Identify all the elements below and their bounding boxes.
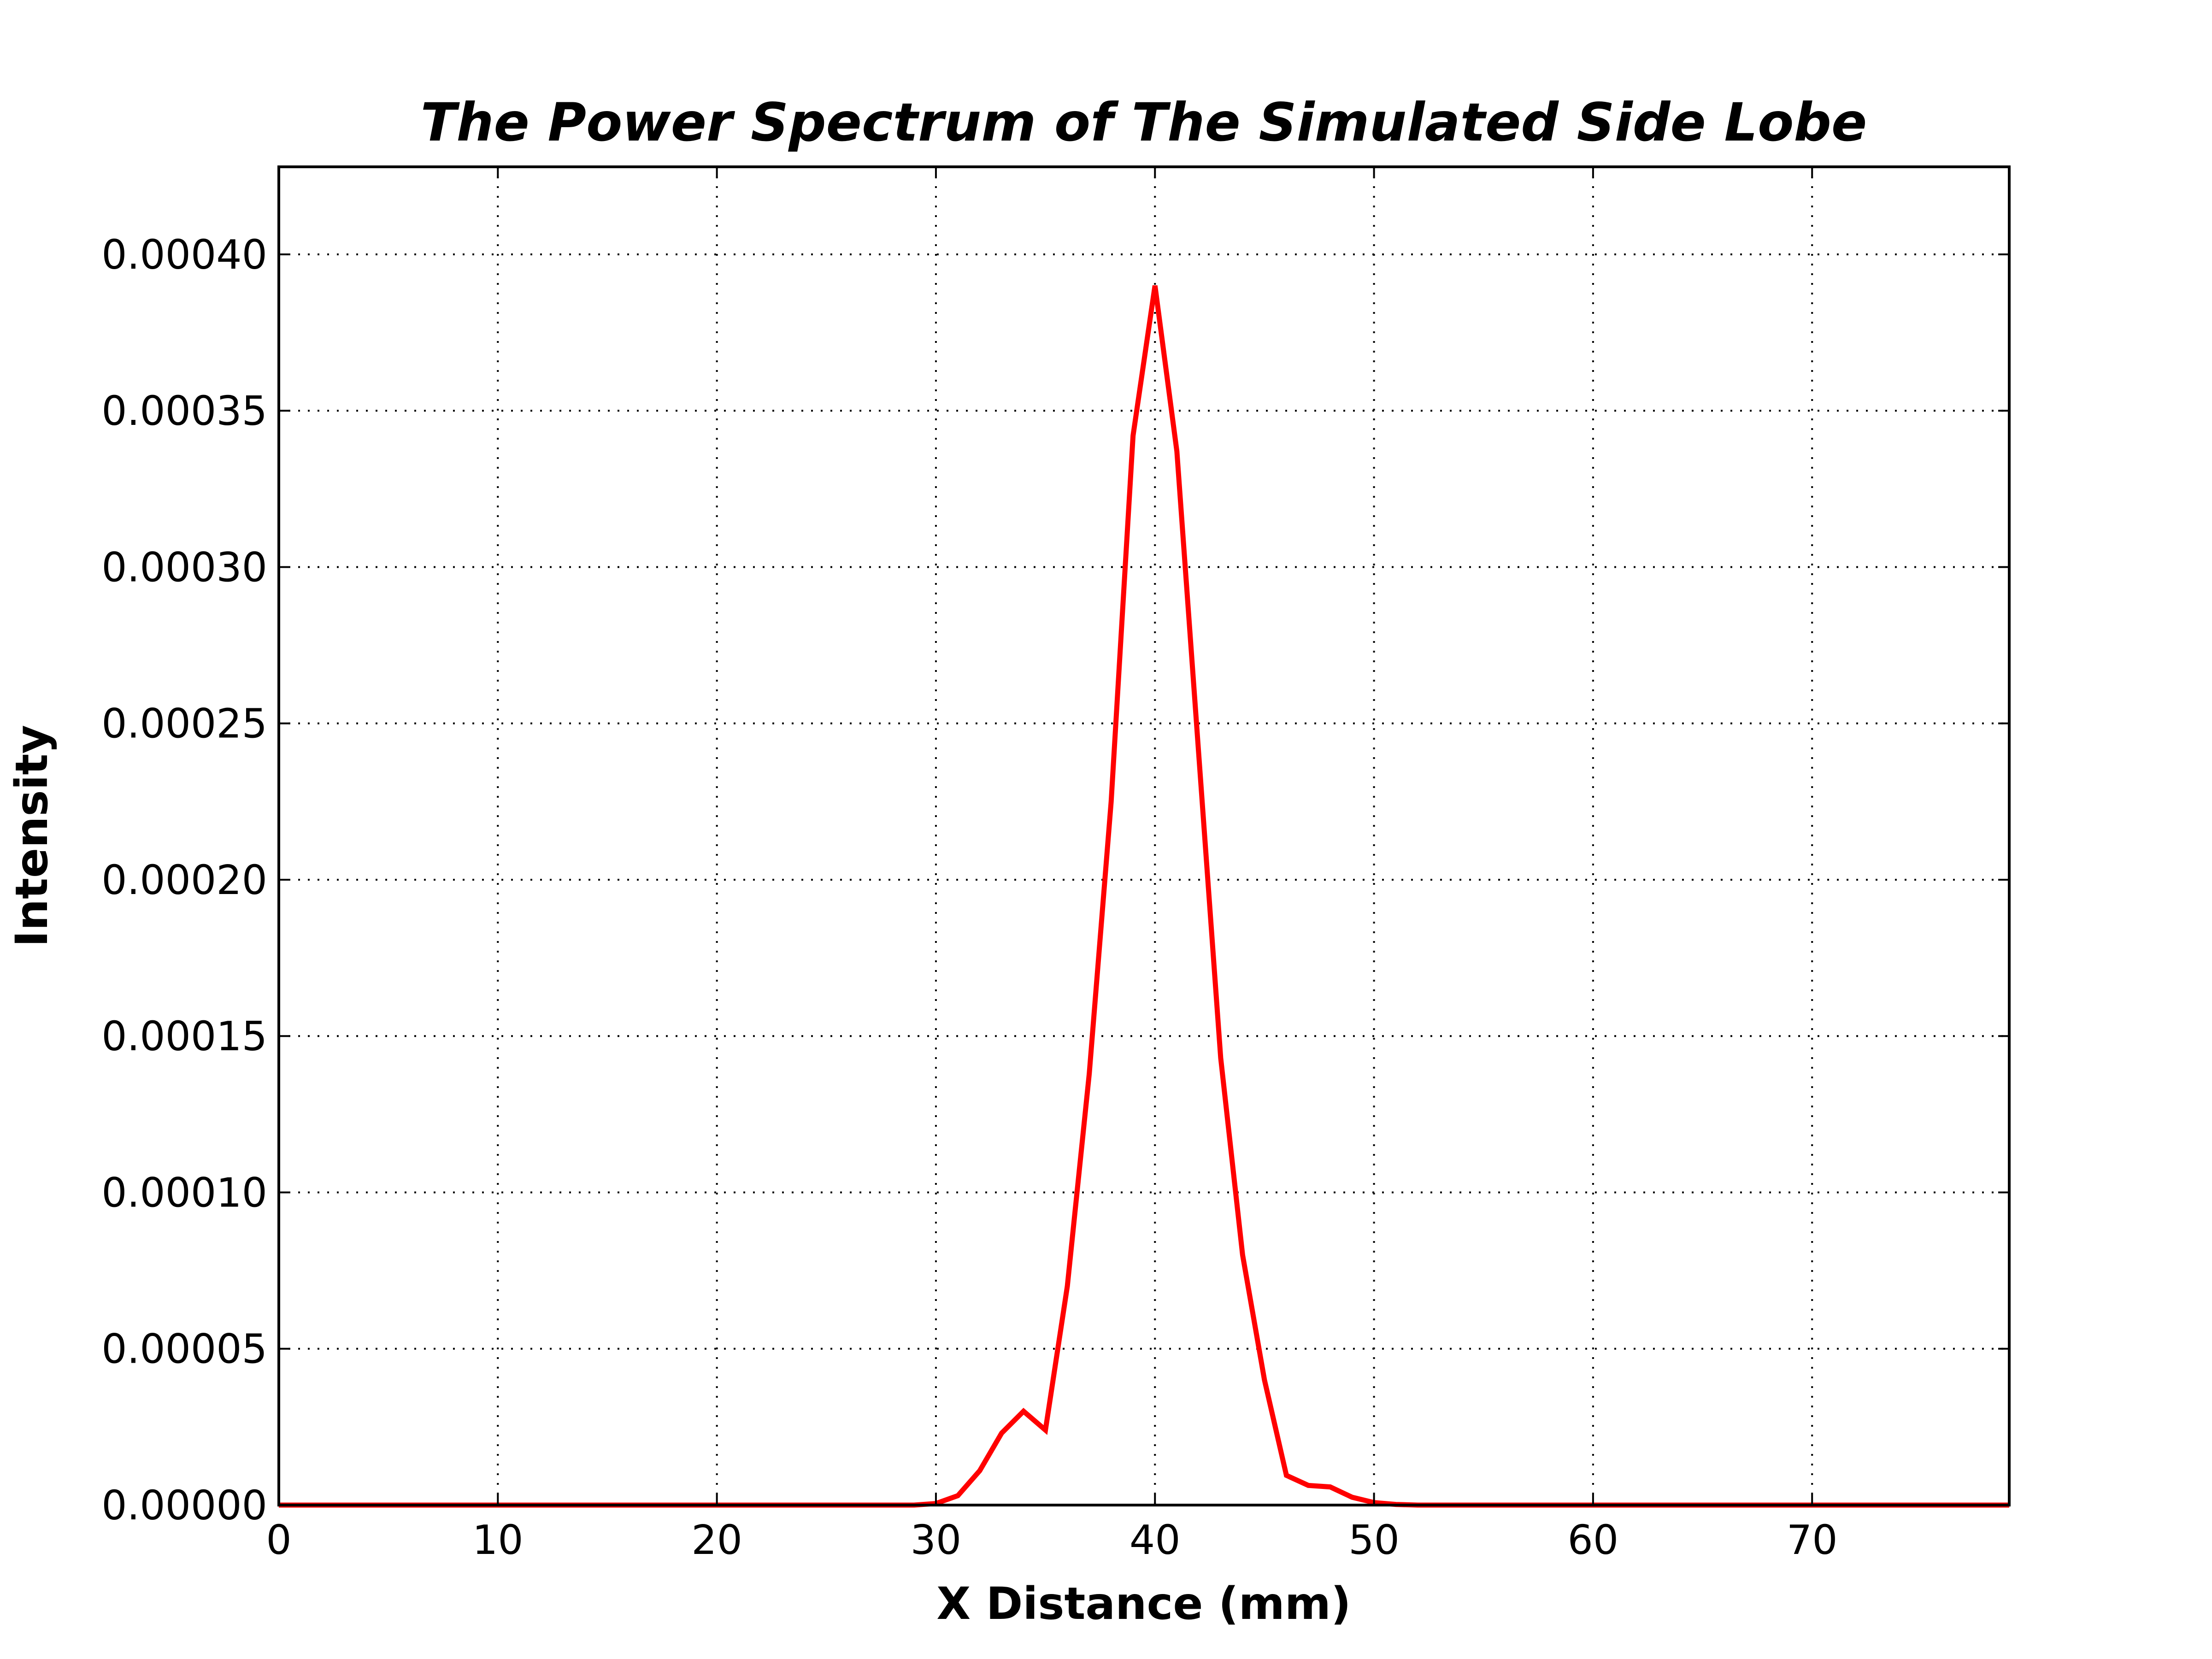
y-tick-label: 0.00010 <box>101 1169 267 1216</box>
y-tick-label: 0.00000 <box>101 1482 267 1529</box>
y-axis-label: Intensity <box>6 725 58 947</box>
y-tick-label: 0.00005 <box>101 1326 267 1373</box>
x-tick-label: 10 <box>472 1517 524 1564</box>
axis-ticks: 0 10 20 30 40 50 60 70 0.00000 0.00005 0.00010 0.00… <box>101 167 2009 1564</box>
grid <box>279 167 2009 1505</box>
y-tick-label: 0.00035 <box>101 388 267 435</box>
x-tick-label: 50 <box>1348 1517 1400 1564</box>
series-layer <box>279 285 2009 1508</box>
series-line <box>279 285 2009 1508</box>
y-tick-label: 0.00015 <box>101 1013 267 1060</box>
y-tick-label: 0.00020 <box>101 857 267 904</box>
x-axis-label: X Distance (mm) <box>936 1578 1351 1630</box>
y-tick-label: 0.00025 <box>101 700 267 747</box>
x-tick-label: 0 <box>266 1517 291 1564</box>
plot-frame <box>277 165 2011 1506</box>
x-tick-label: 70 <box>1787 1517 1838 1564</box>
x-tick-label: 40 <box>1130 1517 1181 1564</box>
x-tick-label: 30 <box>911 1517 962 1564</box>
x-tick-label: 60 <box>1568 1517 1619 1564</box>
chart-title: The Power Spectrum of The Simulated Side… <box>421 92 1867 153</box>
y-tick-label: 0.00030 <box>101 544 267 591</box>
y-tick-label: 0.00040 <box>101 231 267 278</box>
x-tick-label: 20 <box>691 1517 742 1564</box>
